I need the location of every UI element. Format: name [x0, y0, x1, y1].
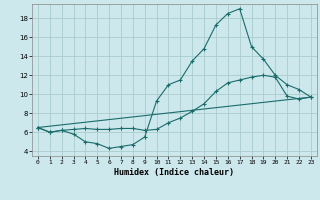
X-axis label: Humidex (Indice chaleur): Humidex (Indice chaleur): [115, 168, 234, 177]
